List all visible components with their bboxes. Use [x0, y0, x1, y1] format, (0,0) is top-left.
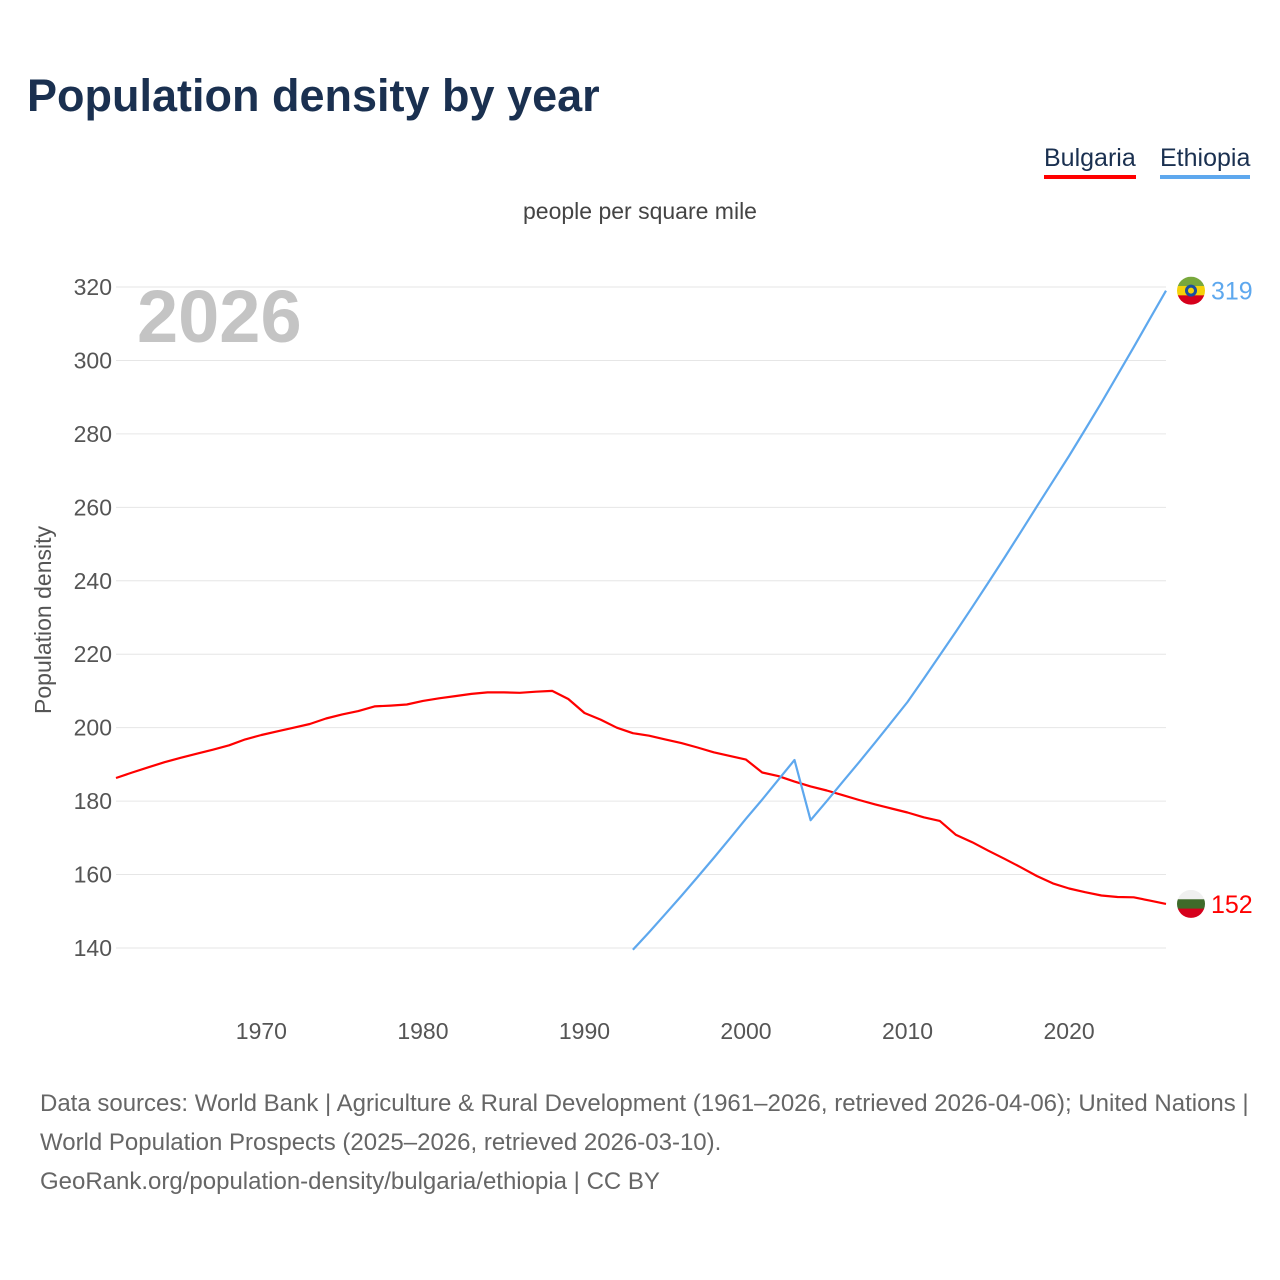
x-tick-label: 2020: [1043, 1018, 1094, 1044]
x-tick-label: 1980: [397, 1018, 448, 1044]
x-tick-label: 2000: [720, 1018, 771, 1044]
legend-item-ethiopia[interactable]: Ethiopia: [1160, 144, 1251, 179]
y-tick-label: 200: [74, 715, 112, 741]
y-tick-label: 240: [74, 568, 112, 594]
series-line-bulgaria: [115, 689, 1167, 905]
ethiopia-flag-icon: [1177, 276, 1205, 305]
y-tick-label: 180: [74, 788, 112, 814]
data-sources: Data sources: World Bank | Agriculture &…: [40, 1090, 1249, 1156]
y-axis-label: Population density: [30, 526, 56, 714]
y-tick-label: 300: [74, 347, 112, 373]
current-year-label: 2026: [137, 275, 302, 358]
end-value-label-ethiopia: 319: [1211, 278, 1253, 306]
y-tick-label: 260: [74, 494, 112, 520]
y-tick-label: 220: [74, 641, 112, 667]
footer: Data sources: World Bank | Agriculture &…: [40, 1084, 1250, 1201]
legend-item-bulgaria[interactable]: Bulgaria: [1044, 144, 1136, 179]
x-tick-label: 2010: [882, 1018, 933, 1044]
y-tick-label: 320: [74, 274, 112, 300]
chart-subtitle: people per square mile: [523, 198, 757, 224]
y-tick-label: 140: [74, 935, 112, 961]
series-line-ethiopia: [632, 290, 1167, 951]
x-tick-label: 1990: [559, 1018, 610, 1044]
end-value-label-bulgaria: 152: [1211, 891, 1253, 919]
chart-title: Population density by year: [27, 70, 600, 121]
bulgaria-flag-icon: [1177, 889, 1205, 918]
x-tick-label: 1970: [236, 1018, 287, 1044]
y-tick-label: 160: [74, 862, 112, 888]
source-link[interactable]: GeoRank.org/population-density/bulgaria/…: [40, 1168, 660, 1195]
y-tick-label: 280: [74, 421, 112, 447]
